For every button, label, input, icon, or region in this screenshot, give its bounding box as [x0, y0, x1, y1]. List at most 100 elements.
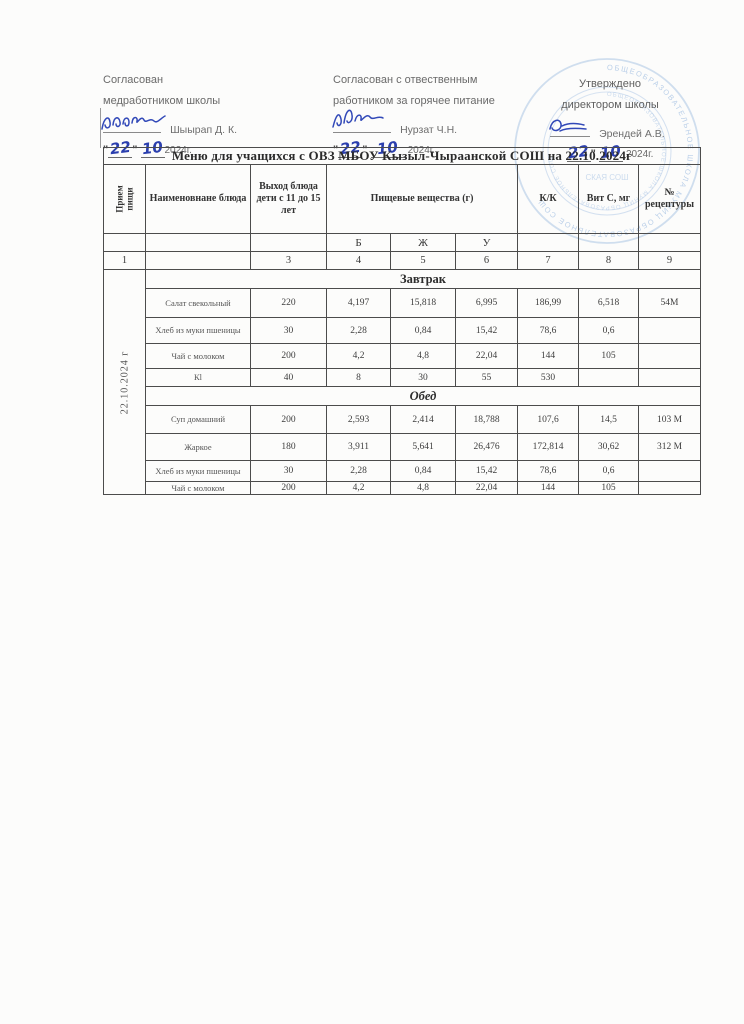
cell-vitc: 0,6	[578, 317, 639, 344]
cell-kk: 107,6	[517, 405, 579, 434]
cell-kk: 78,6	[517, 460, 579, 482]
subheader-protein: Б	[326, 233, 391, 252]
cell-carbs: 18,788	[455, 405, 518, 434]
cell-empty	[103, 233, 146, 252]
header-vitc: Вит С, мг	[578, 164, 639, 234]
cell-fat: 0,84	[390, 460, 456, 482]
colnum: 4	[326, 251, 391, 270]
cell-kk: 78,6	[517, 317, 579, 344]
table-row: Чай с молоком 200 4,2 4,8 22,04 144 105	[104, 343, 701, 369]
cell-fat: 2,414	[390, 405, 456, 434]
colnum: 9	[638, 251, 701, 270]
cell-protein: 4,2	[326, 343, 391, 369]
cell-output: 40	[250, 368, 327, 387]
cell-protein: 8	[326, 368, 391, 387]
approver-name: Шыырап Д. К.	[170, 124, 238, 136]
section-lunch: Обед	[145, 386, 701, 406]
table-row: Жаркое 180 3,911 5,641 26,476 172,814 30…	[104, 433, 701, 461]
cell-recipe	[638, 460, 701, 482]
dish-name: Салат свекольный	[145, 288, 251, 318]
cell-output: 30	[250, 460, 327, 482]
signature-line	[332, 109, 391, 133]
header-dish: Наименовнане блюда	[145, 164, 251, 234]
menu-table: Меню для учащихся с ОВЗ МБОУ Кызыл-Чыраа…	[103, 147, 701, 495]
subheader-carbs: У	[455, 233, 518, 252]
colnum: 5	[390, 251, 456, 270]
dish-name: Кl	[145, 368, 251, 387]
table-row: Суп домашний 200 2,593 2,414 18,788 107,…	[104, 405, 701, 434]
cell-empty	[250, 233, 327, 252]
colnum: 3	[250, 251, 327, 270]
header-output: Выход блюда дети с 11 до 15 лет	[250, 164, 327, 234]
cell-kk: 172,814	[517, 433, 579, 461]
header-kk: К/К	[517, 164, 579, 234]
cell-kk: 186,99	[517, 288, 579, 318]
header-recipe: № рецептуры	[638, 164, 701, 234]
cell-empty	[145, 233, 251, 252]
cell-recipe	[638, 343, 701, 369]
cell-recipe: 312 М	[638, 433, 701, 461]
cell-output: 30	[250, 317, 327, 344]
cell-carbs: 15,42	[455, 460, 518, 482]
cell-carbs: 15,42	[455, 317, 518, 344]
cell-empty	[578, 233, 639, 252]
cell-recipe	[638, 317, 701, 344]
cell-vitc: 105	[578, 343, 639, 369]
cell-recipe	[638, 481, 701, 495]
cell-vitc: 105	[578, 481, 639, 495]
table-row: Кl 40 8 30 55 530	[104, 368, 701, 387]
cell-protein: 4,2	[326, 481, 391, 495]
colnum: 1	[103, 251, 146, 270]
cell-carbs: 55	[455, 368, 518, 387]
date-vertical-cell: 22.10.2024 г	[103, 269, 146, 495]
approval-line2: директором школы	[561, 99, 659, 111]
cell-fat: 15,818	[390, 288, 456, 318]
cell-recipe	[638, 368, 701, 387]
header-nutrients: Пищевые вещества (г)	[326, 164, 518, 234]
cell-empty	[638, 233, 701, 252]
signature-line	[101, 115, 166, 133]
approval-block-catering: Согласован с отвественным работником за …	[332, 74, 495, 158]
approval-line1: Согласован	[103, 74, 164, 86]
signature-catering-ink	[332, 109, 384, 128]
colnum: 7	[517, 251, 579, 270]
cell-vitc: 6,518	[578, 288, 639, 318]
cell-protein: 2,593	[326, 405, 391, 434]
approver-name: Нурзат Ч.Н.	[400, 124, 458, 136]
cell-protein: 4,197	[326, 288, 391, 318]
signature-line	[549, 119, 590, 137]
approval-line1: Утверждено	[578, 78, 642, 90]
signature-med-ink	[101, 115, 166, 130]
colnum: 8	[578, 251, 639, 270]
subheader-fat: Ж	[390, 233, 456, 252]
dish-name: Суп домашний	[145, 405, 251, 434]
table-row: Хлеб из муки пшеницы 30 2,28 0,84 15,42 …	[104, 460, 701, 482]
section-breakfast: Завтрак	[145, 269, 701, 289]
cell-recipe: 103 М	[638, 405, 701, 434]
cell-carbs: 6,995	[455, 288, 518, 318]
table-row: Салат свекольный 220 4,197 15,818 6,995 …	[104, 288, 701, 318]
header-meal: Прием пищи	[103, 164, 146, 234]
approval-line1: Согласован с отвественным	[333, 74, 478, 86]
cell-carbs: 22,04	[455, 343, 518, 369]
cell-fat: 4,8	[390, 481, 456, 495]
cell-fat: 5,641	[390, 433, 456, 461]
approval-line2: медработником школы	[103, 95, 221, 107]
dish-name: Хлеб из муки пшеницы	[145, 317, 251, 344]
cell-output: 180	[250, 433, 327, 461]
approval-line2: работником за горячее питание	[333, 95, 495, 107]
cell-vitc: 0,6	[578, 460, 639, 482]
dish-name: Чай с молоком	[145, 481, 251, 495]
cell-kk: 144	[517, 481, 579, 495]
cell-protein: 3,911	[326, 433, 391, 461]
table-title: Меню для учащихся с ОВЗ МБОУ Кызыл-Чыраа…	[103, 147, 701, 165]
cell-recipe: 54М	[638, 288, 701, 318]
colnum: 6	[455, 251, 518, 270]
cell-fat: 4,8	[390, 343, 456, 369]
cell-output: 200	[250, 405, 327, 434]
cell-carbs: 26,476	[455, 433, 518, 461]
approver-name: Эрендей А.В.	[599, 128, 665, 140]
cell-vitc: 14,5	[578, 405, 639, 434]
cell-protein: 2,28	[326, 460, 391, 482]
